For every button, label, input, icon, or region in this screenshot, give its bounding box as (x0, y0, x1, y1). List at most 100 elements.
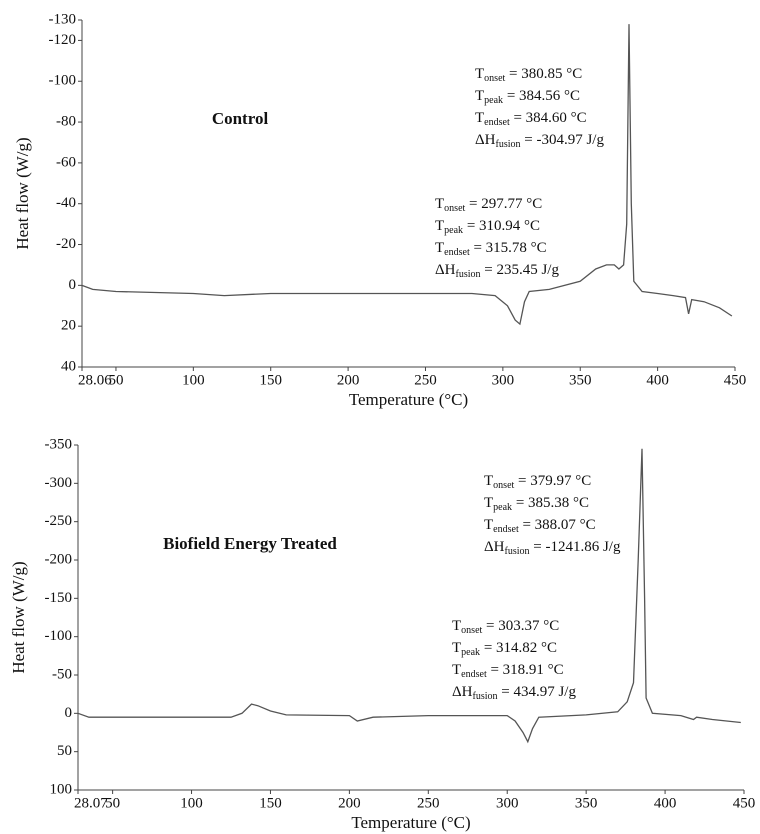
annotation-text: = 434.97 J/g (497, 684, 576, 700)
annotation-text: = 384.56 °C (503, 88, 580, 104)
annotation-line: Tonset = 297.77 °C (435, 196, 542, 214)
x-tick-label: 150 (259, 372, 282, 388)
sample-label: Control (212, 109, 269, 128)
annotation-text: = 385.38 °C (512, 495, 589, 511)
annotation-text: = 384.60 °C (510, 110, 587, 126)
annotation-line: Tendset = 388.07 °C (484, 517, 596, 535)
x-tick-label: 350 (569, 372, 592, 388)
annotation-subscript: endset (484, 117, 510, 128)
annotation-subscript: onset (444, 203, 465, 214)
annotation-subscript: peak (493, 502, 512, 513)
sample-label: Biofield Energy Treated (163, 534, 337, 553)
annotation-line: Tonset = 380.85 °C (475, 66, 582, 84)
annotation-line: Tpeak = 314.82 °C (452, 640, 557, 658)
annotation-symbol: ΔH (452, 684, 473, 700)
x-tick-label: 300 (492, 372, 515, 388)
annotation-subscript: onset (493, 480, 514, 491)
x-tick-label: 100 (180, 795, 203, 811)
y-axis-title: Heat flow (W/g) (9, 561, 28, 673)
annotation-line: ΔHfusion = 235.45 J/g (435, 262, 559, 280)
y-tick-label: -80 (56, 113, 76, 129)
x-tick-label: 50 (108, 372, 123, 388)
x-tick-label: 150 (259, 795, 282, 811)
annotation-subscript: endset (461, 669, 487, 680)
y-tick-label: 20 (61, 318, 76, 334)
y-tick-label: -60 (56, 154, 76, 170)
x-tick-label: 100 (182, 372, 205, 388)
annotation-line: Tendset = 315.78 °C (435, 240, 547, 258)
heat-flow-curve (77, 448, 741, 744)
annotation-symbol: ΔH (484, 539, 505, 555)
y-tick-label: -40 (56, 195, 76, 211)
annotation-text: = 303.37 °C (482, 618, 559, 634)
annotation-symbol: T (484, 495, 493, 511)
annotation-line: Tonset = 303.37 °C (452, 618, 559, 636)
x-tick-label: 200 (337, 372, 360, 388)
annotation-text: = -1241.86 J/g (529, 539, 620, 555)
heat-flow-curve (81, 24, 733, 326)
annotation-subscript: peak (444, 225, 463, 236)
annotation-line: Tpeak = 310.94 °C (435, 218, 540, 236)
x-tick-label: 450 (724, 372, 747, 388)
x-axis-title: Temperature (°C) (351, 813, 470, 832)
y-tick-label: -200 (45, 551, 73, 567)
annotation-symbol: T (435, 218, 444, 234)
annotation-text: = 315.78 °C (470, 240, 547, 256)
x-tick-label: 400 (646, 372, 669, 388)
annotation-text: = -304.97 J/g (520, 132, 604, 148)
annotation-text: = 380.85 °C (505, 66, 582, 82)
annotation-text: = 314.82 °C (480, 640, 557, 656)
annotation-line: Tendset = 318.91 °C (452, 662, 564, 680)
x-tick-label: 450 (733, 795, 756, 811)
annotation-symbol: T (475, 110, 484, 126)
annotation-text: = 318.91 °C (487, 662, 564, 678)
annotation-line: Tpeak = 385.38 °C (484, 495, 589, 513)
x-tick-label: 200 (338, 795, 361, 811)
y-tick-label: 50 (57, 743, 72, 759)
annotation-line: ΔHfusion = 434.97 J/g (452, 684, 576, 702)
y-tick-label: -250 (45, 513, 73, 529)
x-tick-label: 350 (575, 795, 598, 811)
y-tick-label: -50 (52, 666, 72, 682)
annotation-subscript: fusion (472, 691, 497, 702)
annotation-symbol: ΔH (475, 132, 496, 148)
annotation-text: = 297.77 °C (465, 196, 542, 212)
annotation-subscript: fusion (495, 139, 520, 150)
annotation-line: Tpeak = 384.56 °C (475, 88, 580, 106)
annotation-line: ΔHfusion = -1241.86 J/g (484, 539, 621, 557)
x-tick-label: 28.07 (74, 795, 108, 811)
x-tick-label: 28.06 (78, 372, 112, 388)
annotation-text: = 379.97 °C (514, 473, 591, 489)
annotation-subscript: onset (484, 73, 505, 84)
annotation-line: Tonset = 379.97 °C (484, 473, 591, 491)
chart: -350-300-250-200-150-100-5005010028.0750… (9, 436, 755, 831)
annotation-symbol: T (484, 473, 493, 489)
annotation-text: = 310.94 °C (463, 218, 540, 234)
annotation-symbol: T (475, 88, 484, 104)
x-tick-label: 300 (496, 795, 519, 811)
annotation-subscript: onset (461, 625, 482, 636)
annotation-line: Tendset = 384.60 °C (475, 110, 587, 128)
annotation-symbol: T (452, 618, 461, 634)
annotation-subscript: endset (444, 247, 470, 258)
annotation-symbol: T (435, 240, 444, 256)
y-tick-label: -130 (49, 11, 77, 27)
x-tick-label: 250 (417, 795, 440, 811)
y-tick-label: -300 (45, 475, 73, 491)
annotation-text: = 235.45 J/g (480, 262, 559, 278)
annotation-symbol: ΔH (435, 262, 456, 278)
annotation-symbol: T (452, 640, 461, 656)
x-tick-label: 50 (105, 795, 120, 811)
y-tick-label: -150 (45, 590, 73, 606)
annotation-subscript: endset (493, 524, 519, 535)
annotation-symbol: T (475, 66, 484, 82)
annotation-line: ΔHfusion = -304.97 J/g (475, 132, 604, 150)
x-tick-label: 400 (654, 795, 677, 811)
annotation-subscript: fusion (504, 546, 529, 557)
x-axis-title: Temperature (°C) (349, 390, 468, 409)
annotation-subscript: peak (484, 95, 503, 106)
annotation-symbol: T (484, 517, 493, 533)
y-axis-title: Heat flow (W/g) (13, 137, 32, 249)
